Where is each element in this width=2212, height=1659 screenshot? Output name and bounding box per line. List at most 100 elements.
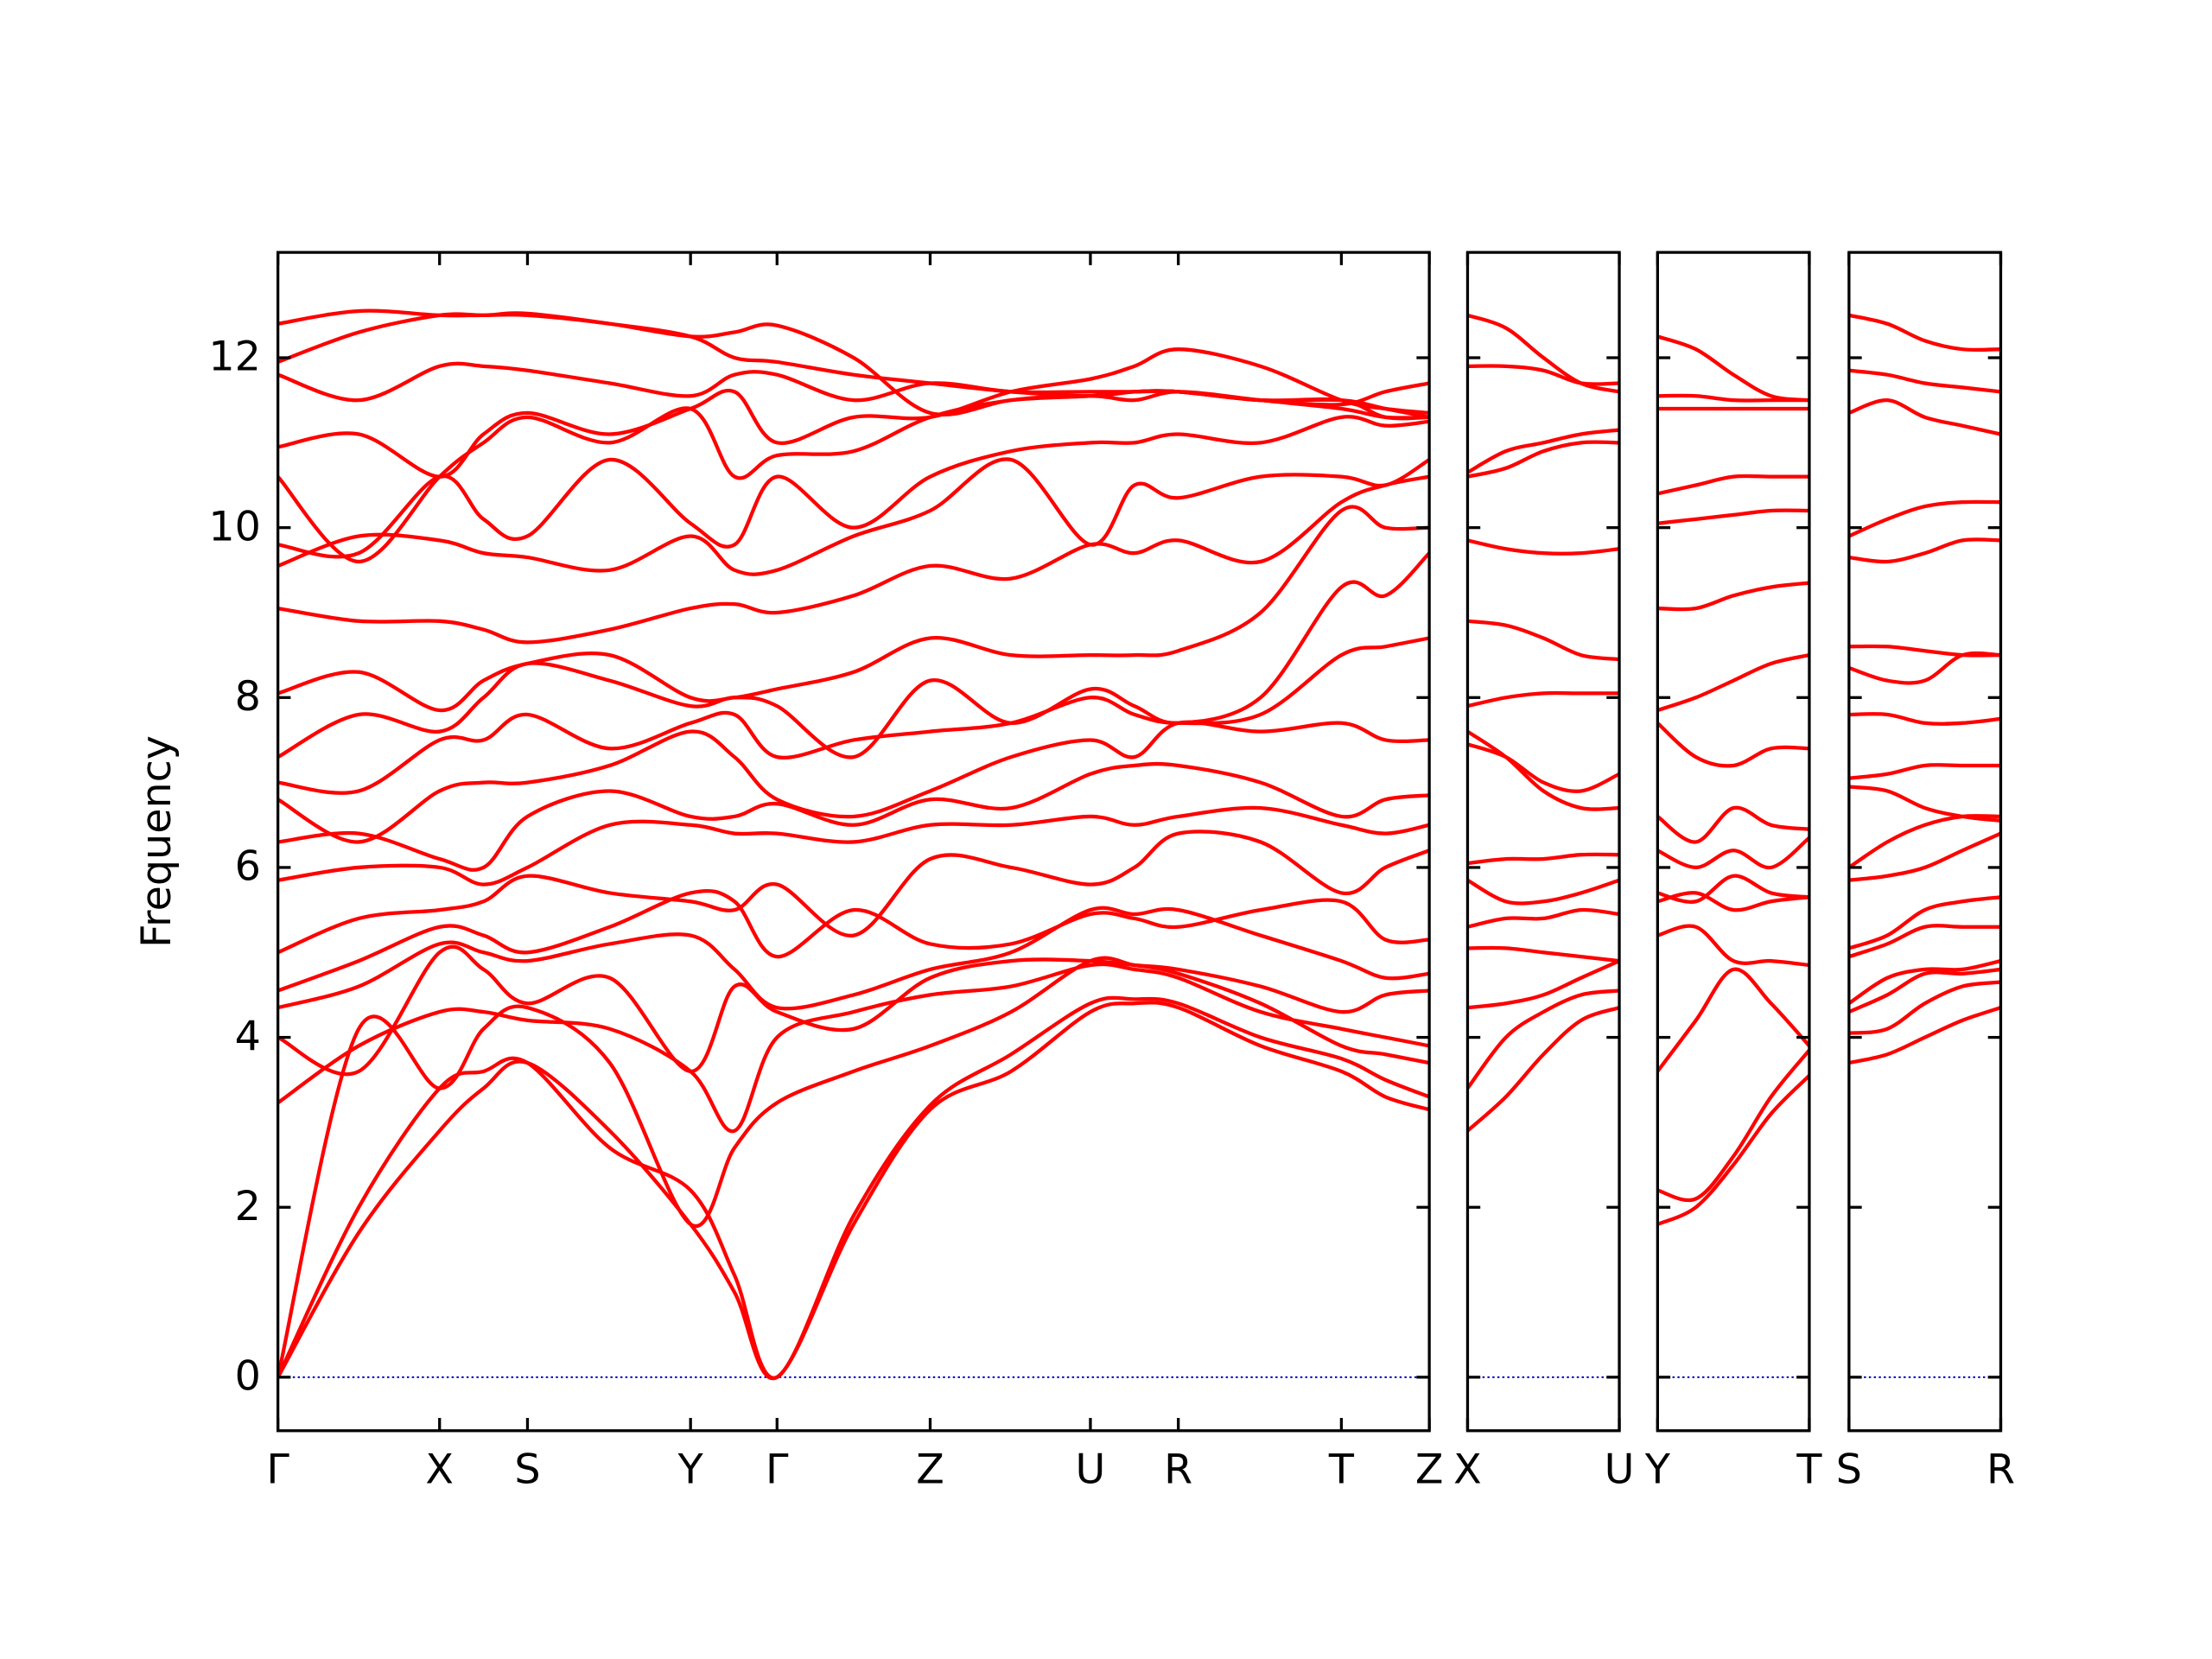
band-line — [1657, 967, 1809, 1073]
band-line — [277, 944, 1430, 1077]
band-line — [1657, 924, 1809, 968]
band-line — [1657, 653, 1809, 713]
band-line — [1657, 334, 1809, 403]
x-tick-label: S — [514, 1446, 540, 1493]
band-line — [277, 347, 1430, 479]
x-tick-label: Z — [1415, 1446, 1444, 1493]
x-tick-label: Γ — [266, 1446, 289, 1493]
band-line — [1467, 959, 1620, 1010]
band-line — [277, 551, 1430, 760]
x-tick-label: Y — [1644, 1446, 1671, 1493]
band-line — [277, 474, 1430, 645]
band-line — [277, 906, 1430, 1011]
band-line — [1848, 644, 2001, 658]
band-line — [1848, 980, 2001, 1035]
band-line — [277, 956, 1430, 1378]
y-tick-label: 0 — [235, 1352, 261, 1400]
band-line — [277, 805, 1430, 887]
axes-frame — [1656, 251, 1811, 1433]
y-tick-label: 6 — [235, 843, 261, 891]
x-tick-label: S — [1836, 1446, 1862, 1493]
x-tick-label: T — [1796, 1446, 1822, 1493]
x-tick-label: X — [1453, 1446, 1482, 1493]
x-tick-label: U — [1076, 1446, 1106, 1493]
band-line — [1657, 805, 1809, 844]
band-line — [1848, 1006, 2001, 1065]
band-line — [1467, 852, 1620, 866]
x-tick-label: U — [1605, 1446, 1635, 1493]
y-axis-label: Frequency — [133, 735, 181, 948]
band-line — [1467, 1006, 1620, 1133]
band-line — [1467, 878, 1620, 906]
band-line — [1657, 474, 1809, 496]
band-line — [1848, 785, 2001, 823]
y-tick-label: 8 — [235, 673, 261, 721]
band-line — [277, 505, 1430, 713]
band-line — [1467, 742, 1620, 793]
band-line — [277, 457, 1430, 576]
band-line — [1657, 874, 1809, 904]
x-tick-label: T — [1328, 1446, 1355, 1493]
axes-frame — [1465, 251, 1621, 1433]
band-line — [277, 889, 1430, 993]
band-line — [277, 761, 1430, 872]
band-line — [1467, 538, 1620, 556]
band-line — [277, 636, 1430, 795]
band-line — [1657, 721, 1809, 768]
plot-area — [1657, 334, 1809, 1378]
band-line — [277, 830, 1430, 955]
y-tick-label: 10 — [208, 503, 261, 550]
plot-area — [277, 308, 1430, 1381]
band-line — [277, 720, 1430, 844]
band-line — [1467, 945, 1620, 963]
band-line — [277, 1001, 1430, 1381]
x-tick-label: R — [1986, 1446, 2015, 1493]
band-line — [1848, 967, 2001, 1014]
band-line — [1848, 368, 2001, 394]
band-line — [1848, 814, 2001, 869]
x-tick-label: Z — [916, 1446, 944, 1493]
band-line — [1848, 959, 2001, 1006]
band-line — [1848, 763, 2001, 780]
band-line — [1467, 364, 1620, 386]
band-line — [1657, 891, 1809, 912]
band-line — [1848, 313, 2001, 353]
band-line — [1467, 690, 1620, 709]
band-line — [1657, 1048, 1809, 1203]
band-line — [1657, 836, 1809, 870]
band-line — [1848, 651, 2001, 685]
band-line — [1467, 619, 1620, 662]
band-line — [1467, 313, 1620, 394]
band-line — [1467, 729, 1620, 811]
band-line — [1848, 499, 2001, 538]
band-line — [1848, 895, 2001, 950]
plot-area — [1848, 313, 2001, 1378]
band-line — [1848, 398, 2001, 436]
band-line — [1467, 440, 1620, 479]
band-line — [1848, 712, 2001, 726]
band-line — [1657, 1074, 1809, 1226]
band-line — [277, 415, 1430, 559]
band-line — [1848, 924, 2001, 959]
band-line — [1848, 831, 2001, 882]
band-line — [1467, 428, 1620, 474]
band-line — [1467, 988, 1620, 1090]
x-tick-label: Y — [677, 1446, 704, 1493]
band-line — [277, 962, 1430, 1134]
band-line — [1848, 537, 2001, 564]
x-tick-label: X — [425, 1446, 454, 1493]
y-tick-label: 2 — [235, 1183, 261, 1230]
plot-area — [1467, 313, 1620, 1378]
band-line — [1657, 581, 1809, 612]
y-tick-label: 4 — [235, 1013, 261, 1060]
band-line — [277, 995, 1430, 1380]
x-tick-label: Γ — [766, 1446, 789, 1493]
band-line — [277, 308, 1430, 421]
y-tick-label: 12 — [208, 334, 261, 381]
band-line — [1467, 907, 1620, 929]
band-line — [1657, 508, 1809, 525]
axes-frame — [1847, 251, 2003, 1433]
x-tick-label: R — [1164, 1446, 1192, 1493]
